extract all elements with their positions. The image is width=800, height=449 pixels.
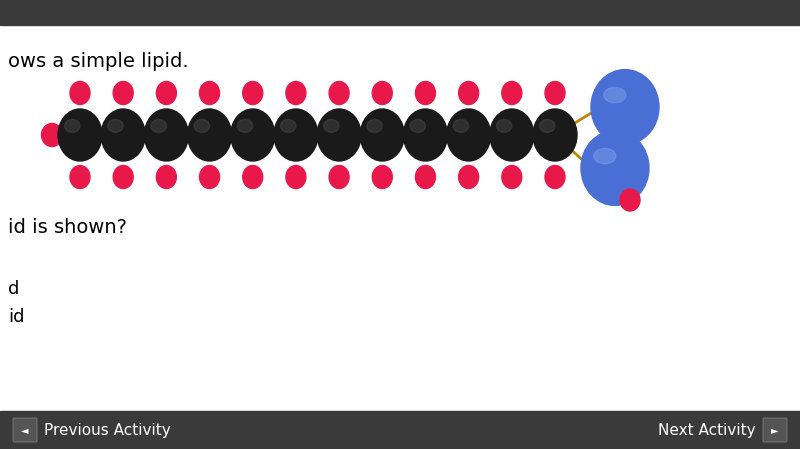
Ellipse shape xyxy=(329,82,349,105)
Ellipse shape xyxy=(156,82,176,105)
Text: ◄: ◄ xyxy=(22,425,29,435)
Ellipse shape xyxy=(113,166,133,189)
Ellipse shape xyxy=(286,166,306,189)
Ellipse shape xyxy=(545,166,565,189)
Text: id: id xyxy=(8,308,25,326)
Ellipse shape xyxy=(458,166,478,189)
Ellipse shape xyxy=(58,109,102,161)
Bar xyxy=(0,0,800,25)
Ellipse shape xyxy=(497,119,512,132)
Text: Next Activity: Next Activity xyxy=(658,423,756,437)
Ellipse shape xyxy=(199,82,219,105)
Ellipse shape xyxy=(581,131,649,205)
Ellipse shape xyxy=(317,109,361,161)
Ellipse shape xyxy=(372,166,392,189)
Ellipse shape xyxy=(620,189,640,211)
Ellipse shape xyxy=(454,119,469,132)
Ellipse shape xyxy=(367,119,382,132)
FancyBboxPatch shape xyxy=(763,418,787,442)
Ellipse shape xyxy=(230,109,274,161)
Ellipse shape xyxy=(324,119,339,132)
Ellipse shape xyxy=(156,166,176,189)
Ellipse shape xyxy=(403,109,447,161)
FancyBboxPatch shape xyxy=(13,418,37,442)
Ellipse shape xyxy=(101,109,145,161)
Ellipse shape xyxy=(458,82,478,105)
Ellipse shape xyxy=(70,82,90,105)
Ellipse shape xyxy=(108,119,123,132)
Text: Previous Activity: Previous Activity xyxy=(44,423,170,437)
Ellipse shape xyxy=(360,109,404,161)
Ellipse shape xyxy=(286,82,306,105)
Ellipse shape xyxy=(415,166,435,189)
Bar xyxy=(0,411,800,449)
Text: d: d xyxy=(8,280,19,298)
Ellipse shape xyxy=(533,109,577,161)
Ellipse shape xyxy=(274,109,318,161)
Ellipse shape xyxy=(446,109,490,161)
Ellipse shape xyxy=(199,166,219,189)
Text: ows a simple lipid.: ows a simple lipid. xyxy=(8,52,189,71)
Text: ►: ► xyxy=(771,425,778,435)
Ellipse shape xyxy=(490,109,534,161)
Ellipse shape xyxy=(591,70,659,145)
Ellipse shape xyxy=(604,88,626,103)
Ellipse shape xyxy=(70,166,90,189)
Ellipse shape xyxy=(545,82,565,105)
Ellipse shape xyxy=(539,119,555,132)
Ellipse shape xyxy=(238,119,253,132)
Ellipse shape xyxy=(502,82,522,105)
Ellipse shape xyxy=(410,119,426,132)
Ellipse shape xyxy=(242,166,262,189)
Text: id is shown?: id is shown? xyxy=(8,218,127,237)
Ellipse shape xyxy=(194,119,210,132)
Ellipse shape xyxy=(415,82,435,105)
Ellipse shape xyxy=(502,166,522,189)
Ellipse shape xyxy=(281,119,296,132)
Ellipse shape xyxy=(372,82,392,105)
Ellipse shape xyxy=(594,149,616,164)
Ellipse shape xyxy=(65,119,80,132)
Ellipse shape xyxy=(42,123,62,146)
Ellipse shape xyxy=(113,82,133,105)
Ellipse shape xyxy=(187,109,231,161)
Ellipse shape xyxy=(242,82,262,105)
Ellipse shape xyxy=(151,119,166,132)
Ellipse shape xyxy=(144,109,188,161)
Ellipse shape xyxy=(329,166,349,189)
